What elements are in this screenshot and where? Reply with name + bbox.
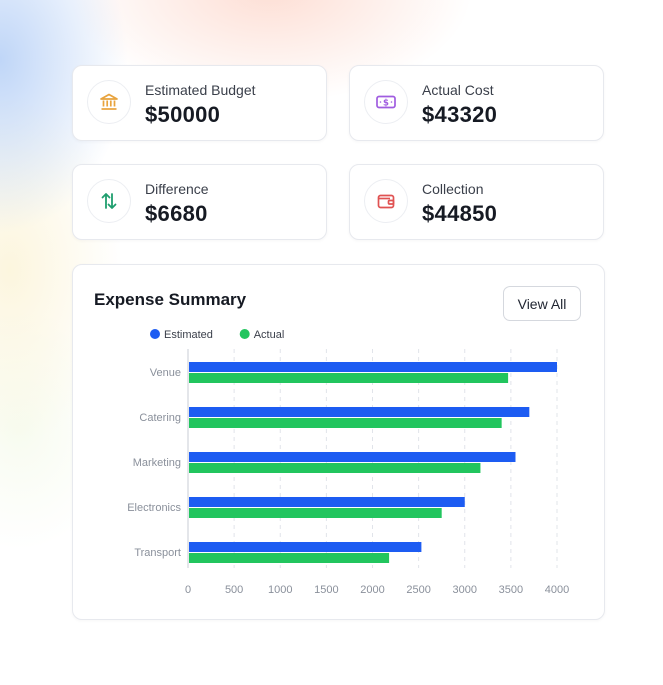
stat-label: Collection (422, 181, 484, 197)
bar-actual (189, 508, 442, 518)
category-label: Transport (134, 547, 181, 559)
bar-actual (189, 418, 502, 428)
stat-label: Estimated Budget (145, 82, 256, 98)
category-label: Venue (150, 367, 181, 379)
bank-icon (87, 80, 131, 124)
estimated-budget-card: Estimated Budget $50000 (72, 65, 327, 141)
actual-cost-card: $ Actual Cost $43320 (349, 65, 604, 141)
expense-summary-card: Expense Summary View All 0 500 1000 1500 200… (72, 264, 605, 620)
bar-actual (189, 373, 509, 383)
bar-estimated (189, 407, 530, 417)
chart-title: Expense Summary (94, 290, 247, 309)
bar-actual (189, 463, 481, 473)
bar-estimated (189, 497, 465, 507)
bar-estimated (189, 542, 422, 552)
legend-marker (150, 329, 160, 339)
legend-label: Actual (254, 329, 285, 341)
bar-estimated (189, 452, 516, 462)
x-tick-label: 2000 (360, 584, 384, 596)
stat-label: Actual Cost (422, 82, 494, 98)
collection-card: Collection $44850 (349, 164, 604, 240)
x-tick-label: 4000 (545, 584, 569, 596)
x-tick-label: 500 (225, 584, 243, 596)
wallet-icon (364, 179, 408, 223)
legend-label: Estimated (164, 329, 213, 341)
x-tick-label: 2500 (406, 584, 430, 596)
arrows-up-down-icon (87, 179, 131, 223)
stat-value: $43320 (422, 102, 498, 127)
bar-estimated (189, 362, 557, 372)
x-tick-label: 3500 (499, 584, 523, 596)
category-label: Electronics (127, 502, 181, 514)
stat-value: $6680 (145, 201, 208, 226)
stat-value: $50000 (145, 102, 221, 127)
svg-text:$: $ (383, 99, 389, 109)
x-tick-label: 1500 (314, 584, 338, 596)
category-label: Catering (139, 412, 181, 424)
stat-value: $44850 (422, 201, 498, 226)
category-label: Marketing (133, 457, 181, 469)
stat-label: Difference (145, 181, 209, 197)
expense-bar-chart: 0 500 1000 1500 2000 2500 3000 3500 4000 Estimate… (127, 329, 569, 596)
x-tick-label: 3000 (453, 584, 477, 596)
x-tick-label: 0 (185, 584, 191, 596)
view-all-button[interactable]: View All (503, 286, 581, 321)
legend-marker (239, 329, 250, 339)
money-icon: $ (364, 80, 408, 124)
difference-card: Difference $6680 (72, 164, 327, 240)
x-tick-label: 1000 (268, 584, 292, 596)
bar-actual (189, 553, 390, 563)
